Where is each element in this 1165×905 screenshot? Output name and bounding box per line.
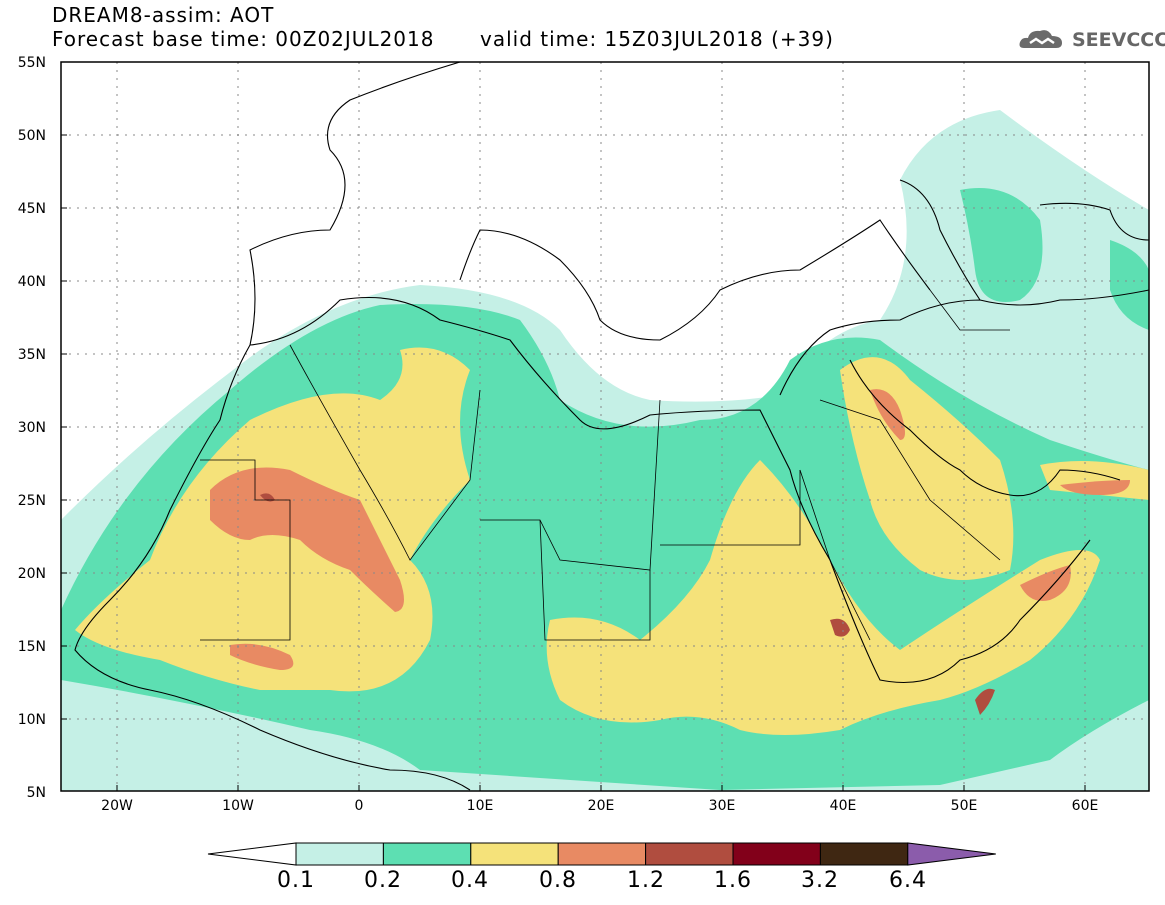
aot-field [61, 62, 1149, 791]
colorbar [207, 842, 996, 866]
colorbar-segment [557, 842, 647, 866]
lat-label-15n: 15N [18, 639, 46, 655]
colorbar-label: 1.2 [627, 868, 665, 893]
colorbar-label: 0.8 [539, 868, 577, 893]
valid-time: valid time: 15Z03JUL2018 (+39) [480, 27, 834, 51]
lon-label-0: 0 [355, 798, 364, 814]
lat-labels: 55N 50N 45N 40N 35N 30N 25N 20N 15N 10N … [18, 55, 46, 801]
colorbar-segment [295, 842, 384, 866]
lon-labels: 20W 10W 0 10E 20E 30E 40E 50E 60E [101, 798, 1098, 814]
colorbar-label: 1.6 [714, 868, 752, 893]
lat-label-50n: 50N [18, 128, 46, 144]
lon-label-20e: 20E [588, 798, 615, 814]
lat-label-55n: 55N [18, 55, 46, 71]
lon-label-40e: 40E [830, 798, 857, 814]
lat-label-25n: 25N [18, 493, 46, 509]
lon-label-30e: 30E [709, 798, 736, 814]
cloud-logo-icon [1019, 30, 1062, 48]
coastlines [74, 62, 1149, 791]
colorbar-label: 0.4 [451, 868, 489, 893]
colorbar-underflow [207, 842, 297, 866]
lat-label-5n: 5N [27, 785, 46, 801]
lon-label-50e: 50E [951, 798, 978, 814]
map-title: DREAM8-assim: AOT [52, 3, 275, 27]
colorbar-label: 0.1 [277, 868, 315, 893]
lat-label-35n: 35N [18, 347, 46, 363]
aot-band-1.2 [260, 493, 995, 715]
lat-label-40n: 40N [18, 274, 46, 290]
lat-label-10n: 10N [18, 712, 46, 728]
colorbar-segment [382, 842, 472, 866]
lat-label-45n: 45N [18, 201, 46, 217]
colorbar-segment [732, 842, 821, 866]
forecast-base-time: Forecast base time: 00Z02JUL2018 [52, 27, 435, 51]
grid-lines [61, 62, 1149, 791]
colorbar-label: 3.2 [801, 868, 839, 893]
colorbar-segment [819, 842, 909, 866]
lon-label-10e: 10E [467, 798, 494, 814]
country-borders [200, 289, 1010, 641]
lon-label-20w: 20W [101, 798, 133, 814]
logo-text: SEEVCCC [1072, 29, 1165, 51]
lon-label-60e: 60E [1072, 798, 1099, 814]
lat-label-30n: 30N [18, 420, 46, 436]
lat-label-20n: 20N [18, 566, 46, 582]
colorbar-overflow [907, 842, 996, 866]
colorbar-label: 0.2 [364, 868, 402, 893]
colorbar-segment [645, 842, 734, 866]
colorbar-segment [470, 842, 559, 866]
lon-label-10w: 10W [222, 798, 254, 814]
colorbar-label: 6.4 [889, 868, 927, 893]
axis-ticks [61, 134, 1086, 791]
